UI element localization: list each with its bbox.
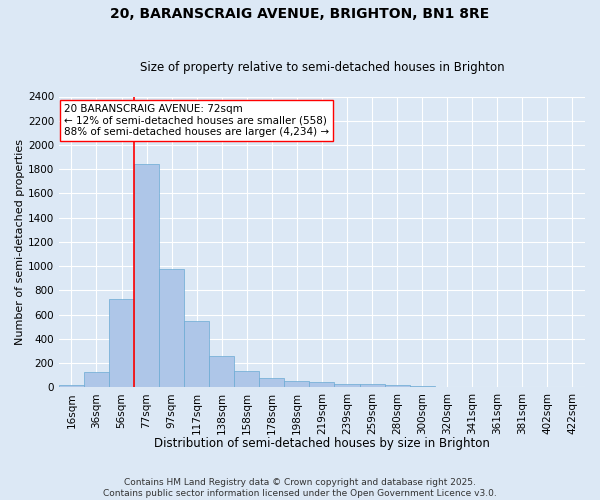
Title: Size of property relative to semi-detached houses in Brighton: Size of property relative to semi-detach…: [140, 62, 504, 74]
Bar: [234, 371, 259, 387]
Bar: [184, 320, 209, 387]
Bar: [334, 384, 359, 387]
Text: Contains HM Land Registry data © Crown copyright and database right 2025.
Contai: Contains HM Land Registry data © Crown c…: [103, 478, 497, 498]
Bar: [159, 268, 184, 387]
Bar: [434, 386, 460, 387]
Bar: [59, 386, 84, 387]
Bar: [310, 382, 334, 387]
Bar: [134, 164, 159, 387]
Bar: [385, 385, 410, 387]
Bar: [359, 384, 385, 387]
Bar: [410, 386, 434, 387]
X-axis label: Distribution of semi-detached houses by size in Brighton: Distribution of semi-detached houses by …: [154, 437, 490, 450]
Bar: [109, 299, 134, 387]
Y-axis label: Number of semi-detached properties: Number of semi-detached properties: [15, 139, 25, 345]
Bar: [209, 356, 234, 387]
Bar: [259, 378, 284, 387]
Bar: [284, 380, 310, 387]
Text: 20 BARANSCRAIG AVENUE: 72sqm
← 12% of semi-detached houses are smaller (558)
88%: 20 BARANSCRAIG AVENUE: 72sqm ← 12% of se…: [64, 104, 329, 137]
Bar: [84, 372, 109, 387]
Text: 20, BARANSCRAIG AVENUE, BRIGHTON, BN1 8RE: 20, BARANSCRAIG AVENUE, BRIGHTON, BN1 8R…: [110, 8, 490, 22]
